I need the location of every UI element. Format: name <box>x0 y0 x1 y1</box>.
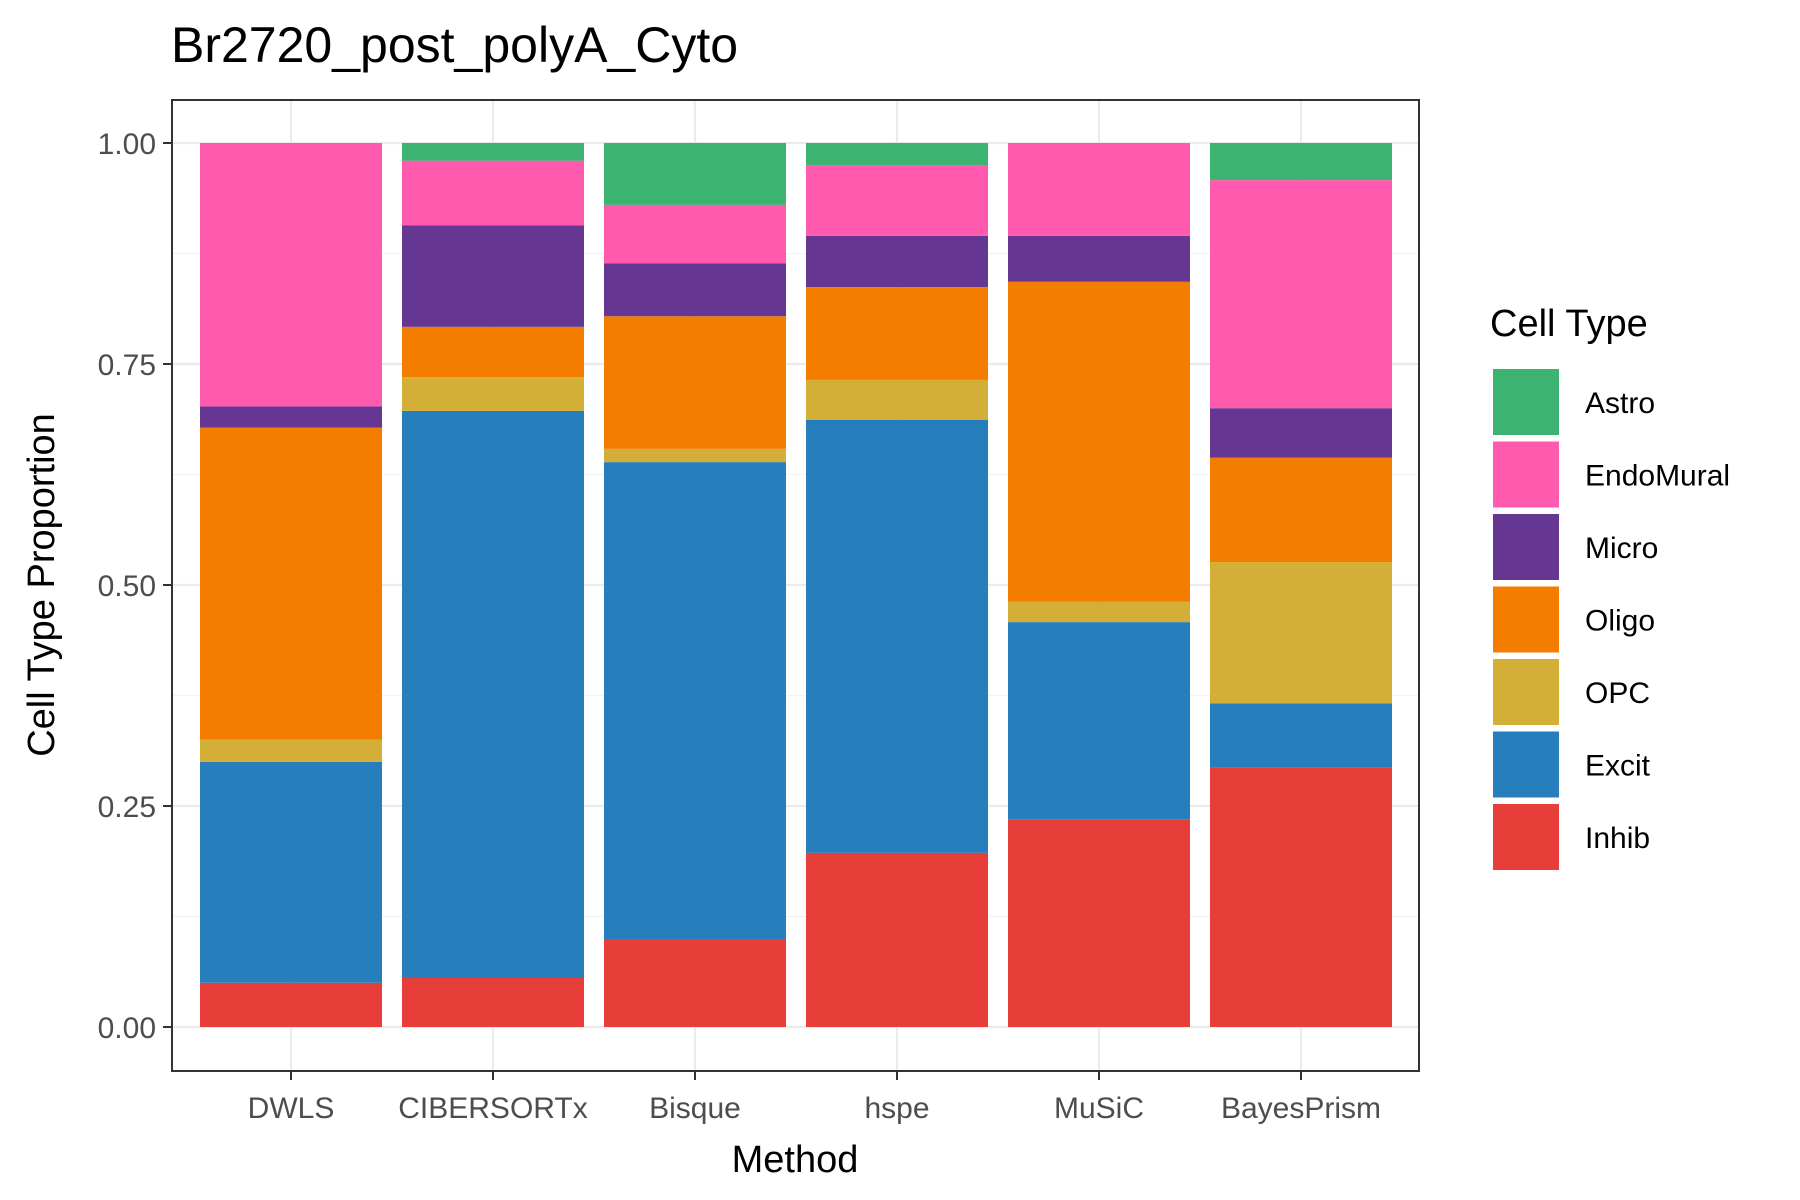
legend-item-opc: OPC <box>1493 659 1650 725</box>
bar-segment-opc <box>200 739 382 762</box>
bar-segment-opc <box>1210 562 1392 704</box>
x-tick-label: Bisque <box>649 1092 741 1125</box>
legend-key <box>1493 441 1559 508</box>
y-tick-label: 0.75 <box>98 349 156 382</box>
legend-key <box>1493 369 1559 435</box>
bar-segment-excit <box>604 462 786 940</box>
y-tick-label: 1.00 <box>98 128 156 161</box>
bar-segment-opc <box>1008 601 1190 623</box>
legend-title: Cell Type <box>1490 303 1648 345</box>
bar-segment-astro <box>1210 143 1392 181</box>
bar-segment-inhib <box>1210 767 1392 1027</box>
bar-segment-endomural <box>604 204 786 264</box>
plot-panel <box>171 99 1420 1072</box>
bar-segment-micro <box>200 406 382 428</box>
bar-segment-endomural <box>200 143 382 407</box>
bar-segment-excit <box>402 410 584 978</box>
bar-segment-opc <box>604 448 786 463</box>
bar-segment-micro <box>402 225 584 327</box>
bar-segment-oligo <box>402 326 584 378</box>
bar-segment-endomural <box>806 165 988 236</box>
x-tick-label: BayesPrism <box>1221 1092 1381 1125</box>
bar-segment-excit <box>200 761 382 983</box>
legend-label: Inhib <box>1585 822 1650 855</box>
bar-segment-oligo <box>1210 457 1392 563</box>
bar-stack-dwls <box>200 143 382 1027</box>
x-tick-label: hspe <box>864 1092 929 1125</box>
bar-segment-inhib <box>806 852 988 1027</box>
bar-segment-micro <box>604 263 786 317</box>
bar-segment-inhib <box>402 977 584 1027</box>
bar-stack-music <box>1008 143 1190 1027</box>
bar-segment-astro <box>402 143 584 161</box>
legend-item-excit: Excit <box>1493 731 1651 798</box>
bar-segment-oligo <box>1008 281 1190 602</box>
legend-key <box>1493 659 1559 725</box>
legend-label: Astro <box>1585 387 1655 420</box>
bar-segment-endomural <box>1008 143 1190 236</box>
bar-segment-oligo <box>200 427 382 740</box>
x-axis-title: Method <box>732 1139 859 1181</box>
legend-label: OPC <box>1585 677 1650 710</box>
legend-label: Oligo <box>1585 605 1655 638</box>
legend-key <box>1493 586 1559 653</box>
bar-segment-astro <box>806 143 988 166</box>
legend-item-endomural: EndoMural <box>1493 441 1730 508</box>
x-axis: DWLS CIBERSORTx Bisque hspe MuSiC BayesPrism <box>248 1071 1381 1125</box>
bar-stack-cibersortx <box>402 143 584 1027</box>
legend-item-oligo: Oligo <box>1493 586 1655 653</box>
bar-segment-excit <box>1008 622 1190 820</box>
bar-segment-micro <box>1210 408 1392 458</box>
x-tick-label: CIBERSORTx <box>398 1092 587 1125</box>
legend-label: Micro <box>1585 532 1658 565</box>
x-tick-label: MuSiC <box>1054 1092 1144 1125</box>
bar-segment-oligo <box>806 287 988 380</box>
bar-segment-excit <box>1210 703 1392 768</box>
y-axis-title: Cell Type Proportion <box>21 413 63 757</box>
y-axis: 0.00 0.25 0.50 0.75 1.00 <box>98 128 172 1045</box>
legend-label: Excit <box>1585 750 1651 783</box>
bar-segment-inhib <box>200 982 382 1027</box>
bar-segment-micro <box>806 235 988 288</box>
bar-stack-hspe <box>806 143 988 1027</box>
legend-item-astro: Astro <box>1493 369 1655 435</box>
bar-stack-bisque <box>604 143 786 1027</box>
x-tick-label: DWLS <box>248 1092 335 1125</box>
bar-segment-endomural <box>402 160 584 226</box>
legend-key <box>1493 804 1559 870</box>
bar-segment-opc <box>806 379 988 420</box>
legend-label: EndoMural <box>1585 460 1730 493</box>
y-tick-label: 0.25 <box>98 791 156 824</box>
legend: Cell Type Astro EndoMural Micro Oligo OPC Exc… <box>1490 303 1730 870</box>
y-tick-label: 0.00 <box>98 1012 156 1045</box>
y-tick-label: 0.50 <box>98 570 156 603</box>
bar-segment-excit <box>806 419 988 853</box>
bar-segment-endomural <box>1210 180 1392 409</box>
bar-stack-bayesprism <box>1210 143 1392 1027</box>
bar-stacks <box>200 143 1392 1027</box>
bar-segment-opc <box>402 377 584 411</box>
legend-key <box>1493 731 1559 798</box>
legend-item-inhib: Inhib <box>1493 804 1650 870</box>
legend-item-micro: Micro <box>1493 514 1658 580</box>
bar-segment-inhib <box>604 939 786 1027</box>
bar-segment-inhib <box>1008 819 1190 1027</box>
chart-title: Br2720_post_polyA_Cyto <box>171 17 738 73</box>
bar-segment-micro <box>1008 235 1190 282</box>
bar-segment-astro <box>604 143 786 205</box>
legend-key <box>1493 514 1559 580</box>
bar-segment-oligo <box>604 316 786 449</box>
